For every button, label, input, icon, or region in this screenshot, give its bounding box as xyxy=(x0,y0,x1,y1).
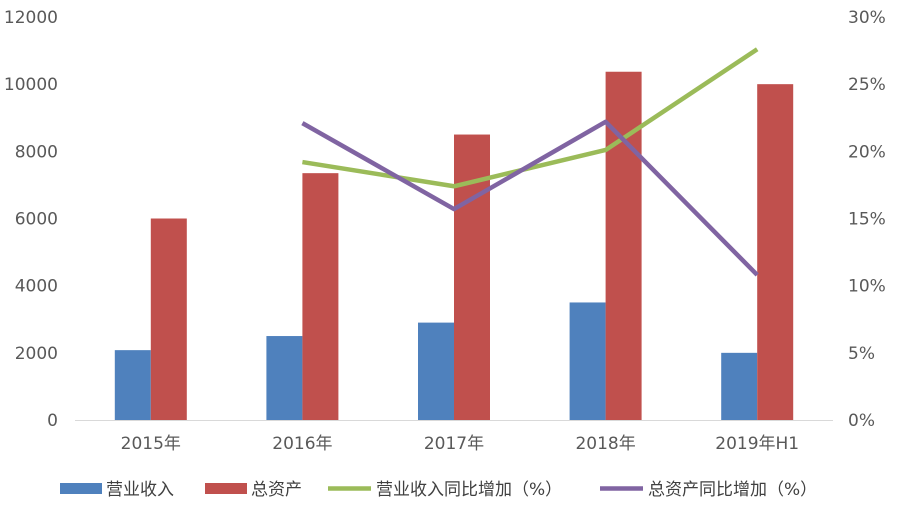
bar-total-assets xyxy=(605,71,642,420)
assets-growth-line xyxy=(301,119,759,277)
category-axis: 2015年 2016年 2017年 2018年 2019年H1 xyxy=(121,434,799,454)
left-tick-label: 4000 xyxy=(15,277,58,297)
legend-label: 总资产同比增加（%） xyxy=(648,480,817,500)
bar-total-assets xyxy=(150,218,187,420)
right-tick-label: 10% xyxy=(848,277,886,297)
left-tick-label: 6000 xyxy=(15,210,58,230)
legend-swatch xyxy=(205,483,247,494)
left-y-axis: 0 2000 4000 6000 8000 10000 12000 xyxy=(4,8,58,431)
legend-label: 营业收入 xyxy=(106,480,174,500)
bar-revenue xyxy=(569,302,606,420)
revenue-growth-line xyxy=(302,47,759,189)
legend-label: 营业收入同比增加（%） xyxy=(376,480,562,500)
legend-revenue-growth: 营业收入同比增加（%） xyxy=(328,480,562,500)
category-label: 2015年 xyxy=(121,434,181,454)
right-y-axis: 0% 5% 10% 15% 20% 25% 30% xyxy=(848,8,886,431)
category-label: 2017年 xyxy=(424,434,484,454)
category-label: 2019年H1 xyxy=(715,434,799,454)
left-tick-label: 0 xyxy=(47,411,58,431)
legend-swatch xyxy=(60,483,102,494)
legend-assets-growth: 总资产同比增加（%） xyxy=(600,480,817,500)
right-tick-label: 0% xyxy=(848,411,875,431)
right-tick-label: 20% xyxy=(848,142,886,162)
category-label: 2016年 xyxy=(272,434,332,454)
line-series xyxy=(301,47,759,277)
legend-total-assets: 总资产 xyxy=(205,480,302,500)
bar-revenue xyxy=(721,352,758,420)
bar-total-assets xyxy=(302,173,339,420)
left-tick-label: 10000 xyxy=(4,75,58,95)
bar-revenue xyxy=(266,336,303,420)
right-tick-label: 30% xyxy=(848,8,886,28)
left-tick-label: 12000 xyxy=(4,8,58,28)
left-tick-label: 8000 xyxy=(15,142,58,162)
bar-revenue xyxy=(114,350,151,420)
left-tick-label: 2000 xyxy=(15,344,58,364)
legend-label: 总资产 xyxy=(251,480,302,500)
right-tick-label: 25% xyxy=(848,75,886,95)
legend-revenue: 营业收入 xyxy=(60,480,174,500)
legend: 营业收入 总资产 营业收入同比增加（%） 总资产同比增加（%） xyxy=(60,480,817,500)
bar-series xyxy=(114,71,794,421)
bar-revenue xyxy=(418,322,454,420)
bar-total-assets xyxy=(757,84,794,421)
category-label: 2018年 xyxy=(575,434,635,454)
right-tick-label: 5% xyxy=(848,344,875,364)
right-tick-label: 15% xyxy=(848,210,886,230)
